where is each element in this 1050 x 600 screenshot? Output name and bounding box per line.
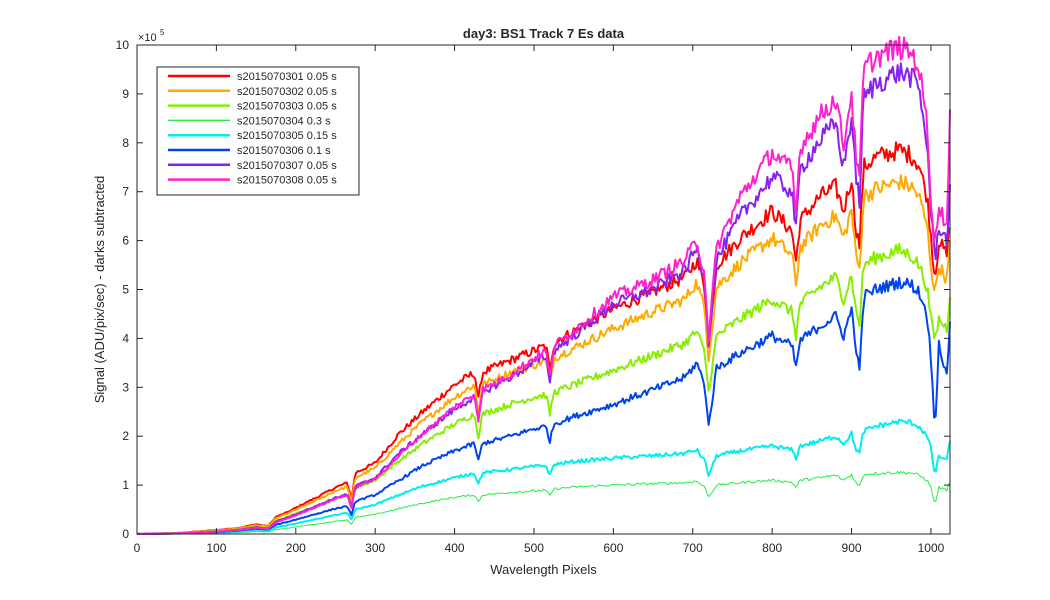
y-axis: 0 1 2 3 4 5 6 7 8 9 10 xyxy=(116,38,950,541)
legend: s2015070301 0.05 s s2015070302 0.05 s s201… xyxy=(156,66,360,196)
legend-label: s2015070301 0.05 s xyxy=(237,71,337,83)
x-tick-label: 900 xyxy=(842,541,862,555)
y-tick-label: 10 xyxy=(116,38,130,52)
series-line-4 xyxy=(137,470,951,535)
legend-label: s2015070307 0.05 s xyxy=(237,160,337,172)
legend-box xyxy=(156,66,360,196)
y-axis-exponent: ×10 5 xyxy=(138,28,165,44)
y-tick-label: 5 xyxy=(122,283,129,297)
legend-label: s2015070304 0.3 s xyxy=(237,115,331,127)
y-tick-label: 6 xyxy=(122,234,129,248)
series-line-5 xyxy=(136,418,951,535)
x-tick-label: 600 xyxy=(603,541,623,555)
y-tick-label: 8 xyxy=(122,136,129,150)
legend-items: s2015070301 0.05 s s2015070302 0.05 s s201… xyxy=(168,71,337,187)
y-tick-label: 7 xyxy=(122,185,129,199)
y-tick-label: 2 xyxy=(122,429,129,443)
x-tick-label: 1000 xyxy=(918,541,945,555)
x-tick-label: 0 xyxy=(134,541,141,555)
legend-label: s2015070302 0.05 s xyxy=(237,86,337,98)
chart-title: day3: BS1 Track 7 Es data xyxy=(463,26,625,41)
series-line-8 xyxy=(136,35,951,535)
x-tick-label: 500 xyxy=(524,541,544,555)
y-tick-label: 1 xyxy=(122,478,129,492)
legend-label: s2015070306 0.1 s xyxy=(237,145,331,157)
x-tick-label: 300 xyxy=(365,541,385,555)
y-exponent-base: ×10 xyxy=(138,32,157,44)
y-tick-label: 4 xyxy=(122,331,129,345)
x-tick-label: 700 xyxy=(683,541,703,555)
legend-label: s2015070303 0.05 s xyxy=(237,101,337,113)
x-tick-label: 400 xyxy=(445,541,465,555)
y-tick-label: 3 xyxy=(122,380,129,394)
legend-label: s2015070305 0.15 s xyxy=(237,130,337,142)
x-tick-label: 800 xyxy=(762,541,782,555)
y-axis-label: Signal (ADU/pix/sec) - darks subtracted xyxy=(92,176,107,404)
legend-label: s2015070308 0.05 s xyxy=(237,175,337,187)
x-tick-label: 100 xyxy=(206,541,226,555)
x-axis-label: Wavelength Pixels xyxy=(490,562,597,577)
y-tick-label: 9 xyxy=(122,87,129,101)
x-axis: 0 100 200 300 400 500 600 700 800 900 1000 xyxy=(134,45,945,555)
y-tick-label: 0 xyxy=(122,527,129,541)
x-tick-label: 200 xyxy=(286,541,306,555)
y-exponent-power: 5 xyxy=(160,28,165,37)
series-layer xyxy=(136,35,951,535)
